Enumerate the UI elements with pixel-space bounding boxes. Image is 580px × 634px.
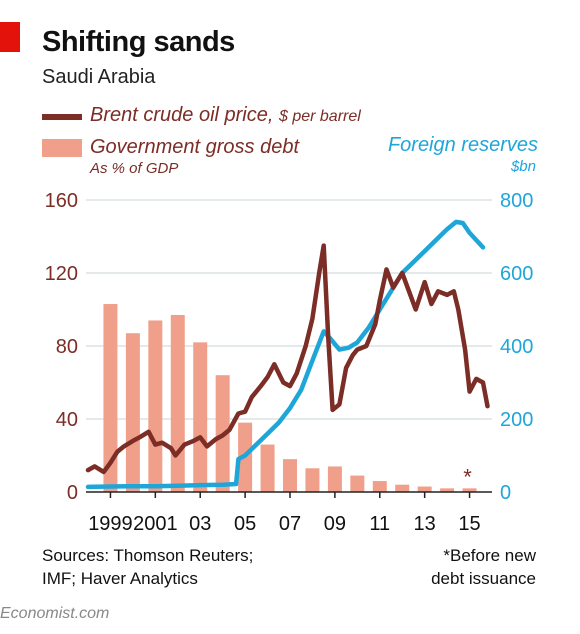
x-tick-label: 13 (414, 513, 436, 535)
y-left-tick-label: 120 (45, 263, 78, 285)
y-left-tick-label: 0 (67, 482, 78, 504)
legend-debt-unit: As % of GDP (90, 160, 179, 177)
x-tick-label: 03 (189, 513, 211, 535)
debt-bar (462, 488, 477, 492)
debt-bar-annotation: * (463, 464, 472, 489)
debt-bar (193, 342, 208, 492)
oil-price-line (85, 243, 490, 475)
footnote: *Before new debt issuance (431, 544, 536, 590)
debt-bar (440, 488, 455, 492)
footnote-line-2: debt issuance (431, 569, 536, 588)
legend-oil-label: Brent crude oil price, $ per barrel (90, 104, 361, 127)
debt-bar (350, 475, 365, 492)
x-tick-label: 2001 (133, 513, 178, 535)
debt-bar (125, 333, 140, 492)
y-right-tick-label: 200 (500, 409, 533, 431)
y-right-tick-label: 600 (500, 263, 533, 285)
footnote-line-1: *Before new (443, 546, 536, 565)
x-tick-label: 11 (369, 513, 390, 535)
debt-bar (283, 459, 297, 492)
legend-reserves-label: Foreign reserves (387, 134, 538, 156)
y-right-tick-label: 800 (500, 190, 533, 212)
economist-brand: Economist.com (0, 605, 110, 622)
debt-bar (103, 304, 118, 492)
x-tick-label: 1999 (88, 513, 133, 535)
debt-bar (327, 466, 342, 492)
debt-bar (305, 468, 320, 492)
brand-accent-tag (0, 22, 20, 52)
legend-debt-label: Government gross debt (90, 136, 299, 158)
legend-debt-swatch (42, 139, 82, 157)
x-tick-label: 05 (234, 513, 256, 535)
y-right-tick-label: 0 (500, 482, 511, 504)
y-left-tick-label: 80 (56, 336, 78, 358)
debt-bar (372, 481, 387, 492)
legend-oil-swatch (42, 114, 82, 120)
chart-subtitle: Saudi Arabia (42, 66, 156, 88)
x-tick-label: 07 (279, 513, 301, 535)
debt-bar (170, 314, 185, 492)
legend-oil-unit: $ per barrel (278, 108, 361, 125)
sources-note: Sources: Thomson Reuters; IMF; Haver Ana… (42, 544, 253, 590)
sources-line-2: IMF; Haver Analytics (42, 569, 198, 588)
debt-bar (395, 484, 410, 492)
y-left-tick-label: 40 (56, 409, 78, 431)
y-left-tick-label: 160 (45, 190, 78, 212)
legend-oil-text: Brent crude oil price, (90, 104, 274, 126)
x-tick-label: 09 (324, 513, 346, 535)
debt-bar (148, 320, 163, 492)
foreign-reserves-line (85, 219, 486, 490)
sources-line-1: Sources: Thomson Reuters; (42, 546, 254, 565)
y-right-tick-label: 400 (500, 336, 533, 358)
chart-title: Shifting sands (42, 26, 235, 58)
debt-bar (417, 486, 432, 492)
legend-reserves-unit: $bn (510, 158, 536, 175)
x-tick-label: 15 (458, 513, 480, 535)
debt-bar (260, 444, 275, 492)
